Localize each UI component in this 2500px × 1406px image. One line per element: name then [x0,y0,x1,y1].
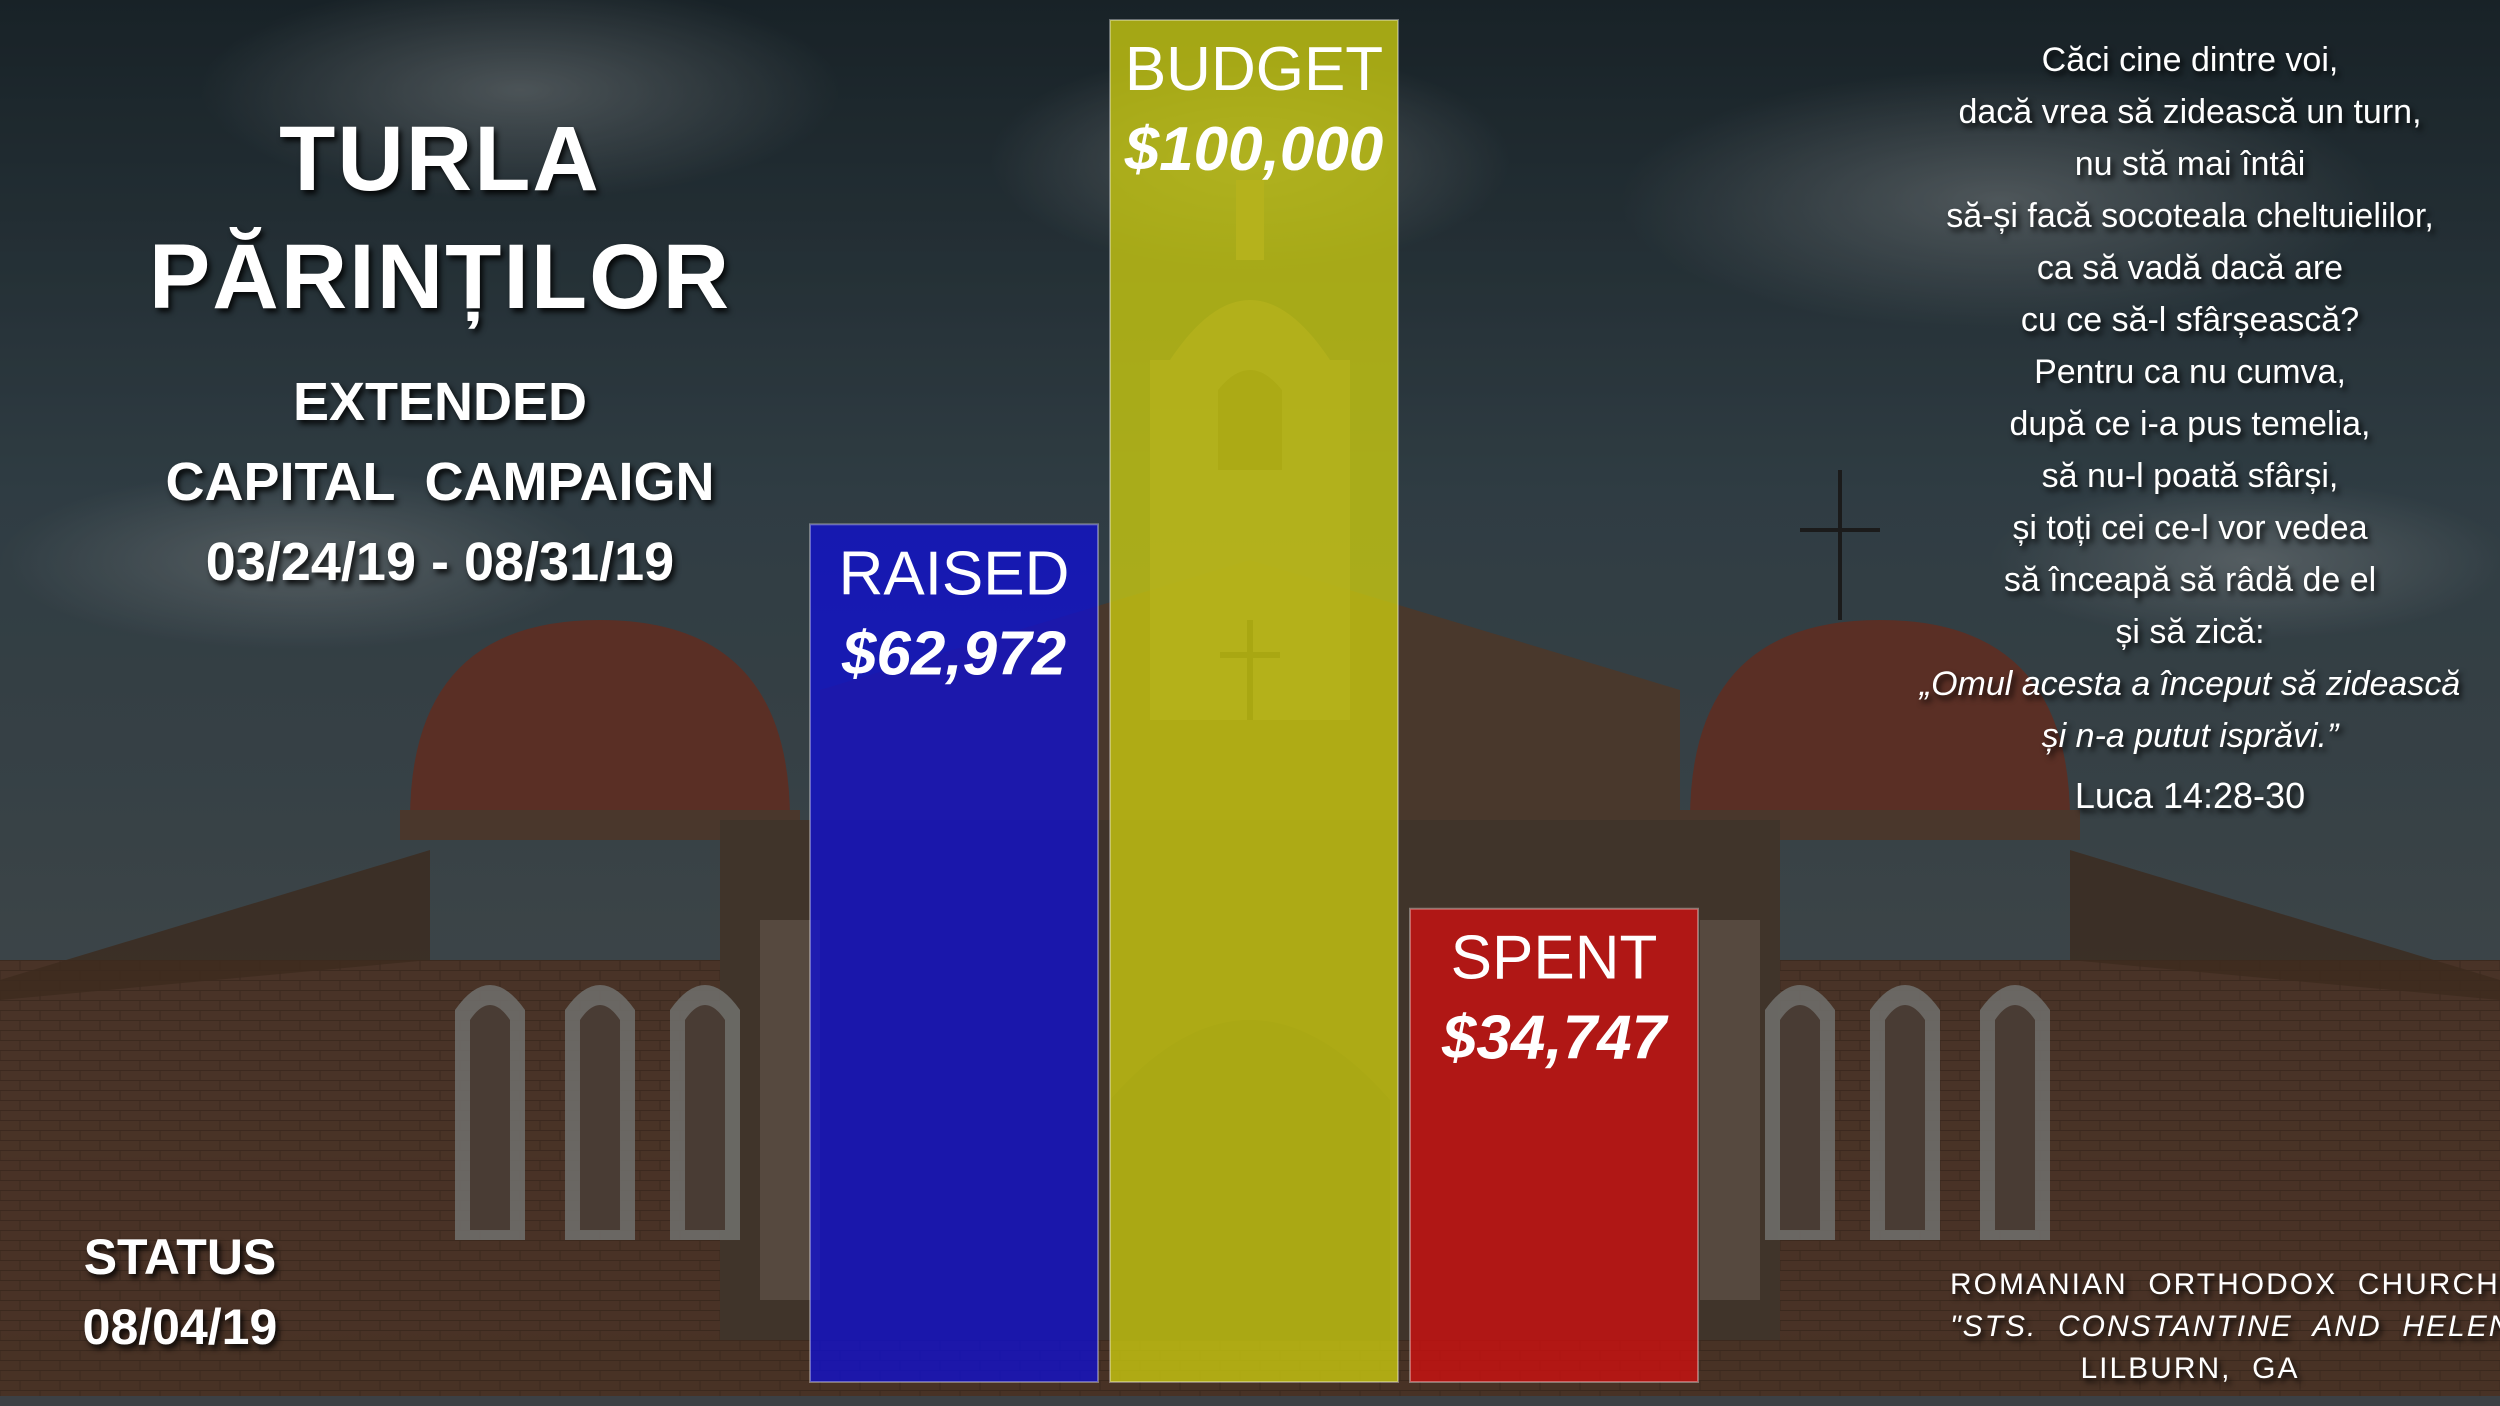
verse-line: să nu-l poată sfârși, [2041,457,2339,495]
bar-spent [1409,907,1699,1383]
verse-line: și să zică: [2115,613,2265,651]
bar-label-raised: RAISED [839,539,1070,608]
bar-label-budget: BUDGET [1125,35,1383,104]
verse-line: Căci cine dintre voi, [2041,41,2339,79]
subtitle-line-2: CAPITAL CAMPAIGN [165,452,715,512]
status-date: 08/04/19 [82,1299,278,1355]
verse-line: cu ce să-l sfârșească? [2020,301,2360,339]
church-line-3: LILBURN, GA [2080,1352,2300,1385]
title-line-2: PĂRINȚILOR [148,226,732,328]
status-block: STATUS 08/04/19 [40,1222,320,1362]
status-label: STATUS [83,1229,277,1285]
church-name-block: ROMANIAN ORTHODOX CHURCH "STS. CONSTANTI… [1950,1264,2500,1390]
bible-verse: Căci cine dintre voi, dacă vrea să zidea… [1890,34,2490,822]
church-line-1: ROMANIAN ORTHODOX CHURCH [1950,1268,2500,1301]
verse-line: să înceapă să râdă de el [2003,561,2377,599]
verse-quote-line: și n-a putut isprăvi.” [2041,717,2339,755]
verse-line: nu stă mai întâi [2074,145,2306,183]
subtitle-line-1: EXTENDED [292,372,588,432]
bar-value-budget: $100,000 [1124,115,1384,184]
title-line-1: TURLA [279,108,601,210]
bar-budget [1109,19,1399,1383]
bar-label-spent: SPENT [1451,924,1658,993]
bar-value-spent: $34,747 [1441,1004,1669,1073]
verse-quote-line: „Omul acesta a început să zidească [1919,665,2461,703]
bar-raised [809,523,1099,1383]
verse-line: dacă vrea să zidească un turn, [1958,93,2422,131]
church-line-2: "STS. CONSTANTINE AND HELEN" [1950,1310,2500,1343]
verse-line: ca să vadă dacă are [2036,249,2344,287]
bar-value-raised: $62,972 [841,619,1066,688]
verse-line: Pentru ca nu cumva, [2034,353,2346,391]
verse-line: să-și facă socoteala cheltuielilor, [1946,197,2434,235]
verse-line: după ce i-a pus temelia, [2009,405,2371,443]
campaign-dates: 03/24/19 - 08/31/19 [205,532,675,592]
verse-reference: Luca 14:28-30 [2074,775,2306,816]
verse-line: și toți cei ce-l vor vedea [2012,509,2368,547]
title-block: TURLA PĂRINȚILOR EXTENDED CAPITAL CAMPAI… [60,100,820,602]
